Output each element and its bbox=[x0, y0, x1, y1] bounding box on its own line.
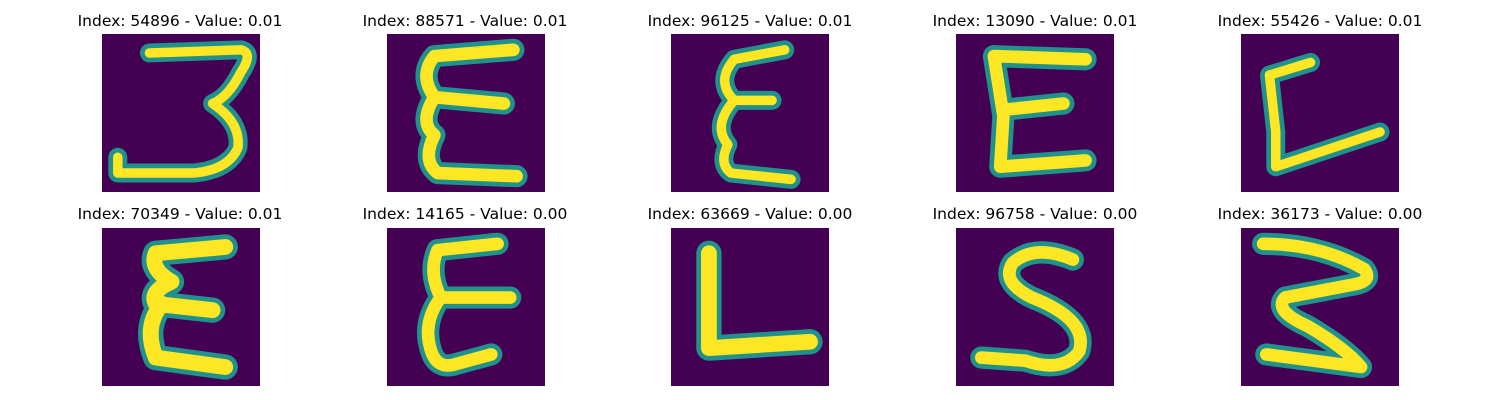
panel-title: Index: 36173 - Value: 0.00 bbox=[1217, 205, 1423, 223]
digit-image-epsilon bbox=[387, 228, 545, 386]
panel-title: Index: 70349 - Value: 0.01 bbox=[77, 205, 283, 223]
panel-title: Index: 54896 - Value: 0.01 bbox=[77, 12, 283, 30]
panel-title: Index: 13090 - Value: 0.01 bbox=[932, 12, 1138, 30]
letter-image-s bbox=[956, 228, 1114, 386]
panel-title: Index: 96758 - Value: 0.00 bbox=[932, 205, 1138, 223]
digit-image-epsilon bbox=[387, 34, 545, 192]
panel-title: Index: 63669 - Value: 0.00 bbox=[647, 205, 853, 223]
panel-title: Index: 14165 - Value: 0.00 bbox=[362, 205, 568, 223]
letter-image-l bbox=[1241, 34, 1399, 192]
digit-image-ezh bbox=[1241, 228, 1399, 386]
digit-image-3 bbox=[102, 34, 260, 192]
letter-image-e bbox=[956, 34, 1114, 192]
digit-image-epsilon bbox=[102, 228, 260, 386]
letter-image-l bbox=[671, 228, 829, 386]
panel-title: Index: 55426 - Value: 0.01 bbox=[1217, 12, 1423, 30]
panel-title: Index: 88571 - Value: 0.01 bbox=[362, 12, 568, 30]
panel-title: Index: 96125 - Value: 0.01 bbox=[647, 12, 853, 30]
digit-image-epsilon bbox=[671, 34, 829, 192]
